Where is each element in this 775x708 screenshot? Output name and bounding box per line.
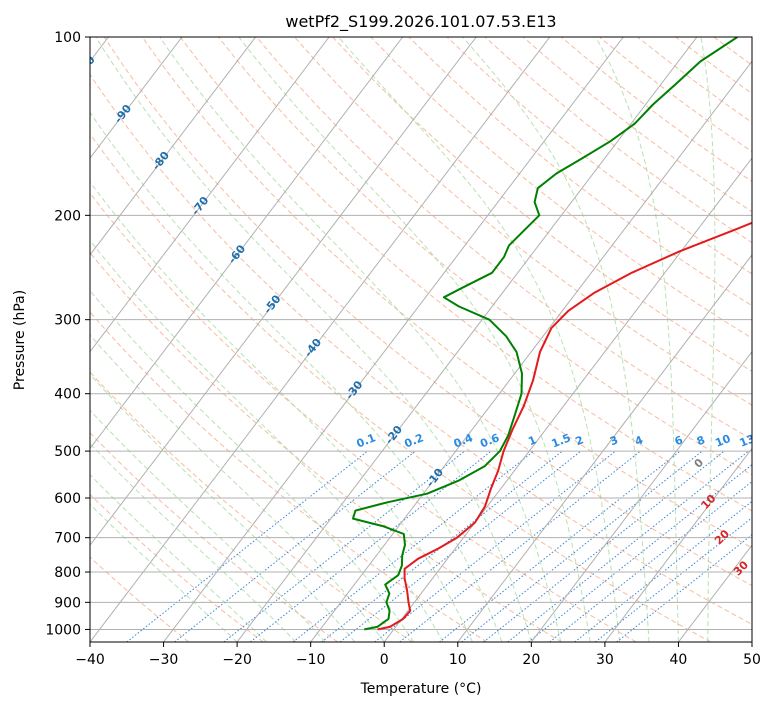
y-tick-label: 700 bbox=[54, 531, 81, 547]
isotherm-line bbox=[90, 37, 183, 159]
isotherm-line bbox=[457, 254, 752, 642]
mixing-ratio-line bbox=[374, 450, 616, 642]
y-tick-label: 200 bbox=[54, 208, 81, 224]
isobars bbox=[90, 37, 752, 630]
dry-adiabat-line bbox=[103, 37, 752, 587]
isotherm-line bbox=[90, 37, 404, 450]
y-tick-label: 500 bbox=[54, 444, 81, 460]
mixing-ratio-label: 8 bbox=[695, 433, 707, 448]
x-axis-label: Temperature (°C) bbox=[360, 681, 482, 697]
isotherm-line bbox=[604, 447, 752, 642]
plot-area: -100-90-80-70-60-50-40-30-20-100.10.20.4… bbox=[90, 37, 757, 642]
mixing-ratio-label: 13 bbox=[738, 432, 757, 450]
x-tick-label: −10 bbox=[296, 652, 326, 668]
dry-adiabat-line bbox=[90, 73, 752, 625]
moist-adiabat-line bbox=[90, 181, 473, 642]
moist-adiabats bbox=[90, 37, 716, 642]
moist-adiabat-line bbox=[90, 409, 326, 642]
moist-adiabat-line bbox=[90, 239, 444, 642]
dry-adiabat-line bbox=[256, 37, 752, 441]
mixing-ratio-line bbox=[439, 450, 681, 642]
y-tick-label: 400 bbox=[54, 387, 81, 403]
isotherm-line bbox=[163, 37, 624, 642]
mixing-ratio-line bbox=[461, 450, 703, 642]
x-tick-label: 40 bbox=[670, 652, 688, 668]
moist-adiabat-line bbox=[462, 37, 650, 642]
y-tick-label: 1000 bbox=[45, 622, 81, 638]
dry-adiabat-line bbox=[294, 37, 752, 406]
dry-adiabats bbox=[90, 37, 752, 642]
dry-adiabat-line bbox=[179, 37, 752, 512]
x-tick-label: −30 bbox=[149, 652, 179, 668]
x-axis-ticks: −40 −30 −20 −10 0 10 20 30 40 50 bbox=[75, 642, 761, 668]
mixing-ratio-label: 3 bbox=[608, 433, 620, 448]
mixing-ratio-line bbox=[339, 450, 582, 642]
x-tick-label: 20 bbox=[522, 652, 540, 668]
dry-adiabat-line bbox=[408, 37, 752, 307]
mixing-ratio-line bbox=[483, 450, 725, 642]
sounding-series bbox=[352, 37, 752, 631]
mixing-ratio-line bbox=[126, 450, 368, 642]
y-tick-label: 900 bbox=[54, 595, 81, 611]
isotherm-line bbox=[90, 37, 551, 642]
dry-adiabat-line bbox=[90, 192, 637, 642]
moist-adiabat-line bbox=[238, 37, 591, 642]
mixing-ratio-line bbox=[399, 450, 641, 642]
y-tick-label: 800 bbox=[54, 565, 81, 581]
x-tick-label: −20 bbox=[222, 652, 252, 668]
isotherm-line bbox=[530, 350, 752, 642]
dry-adiabat-line bbox=[90, 133, 712, 642]
moist-adiabat-line bbox=[90, 473, 267, 642]
dry-adiabat-line bbox=[90, 556, 190, 642]
moist-adiabat-line bbox=[90, 442, 297, 642]
mixing-ratio-line bbox=[549, 480, 752, 642]
mixing-ratio-line bbox=[528, 464, 752, 642]
moist-adiabat-line bbox=[700, 37, 716, 642]
dry-adiabat-line bbox=[90, 493, 264, 642]
mixing-ratio-line bbox=[223, 450, 465, 642]
y-tick-label: 100 bbox=[54, 30, 81, 46]
moist-adiabat-line bbox=[338, 37, 621, 642]
temperature-line bbox=[377, 221, 752, 631]
x-tick-label: 30 bbox=[596, 652, 614, 668]
moist-adiabat-line bbox=[595, 37, 679, 642]
isotherm-line bbox=[90, 37, 477, 547]
dry-adiabat-line bbox=[90, 311, 488, 642]
dewpoint-line bbox=[352, 37, 738, 631]
isotherm-line bbox=[236, 37, 698, 642]
y-tick-label: 600 bbox=[54, 491, 81, 507]
dry-adiabat-line bbox=[90, 251, 562, 642]
y-axis-label: Pressure (hPa) bbox=[12, 290, 28, 390]
y-tick-label: 300 bbox=[54, 313, 81, 329]
mixing-ratio-label: 10 bbox=[713, 432, 732, 450]
mixing-ratio-line bbox=[174, 450, 416, 642]
isotherm-line bbox=[90, 37, 330, 353]
mixing-ratio-line bbox=[321, 450, 563, 642]
isotherm-line bbox=[90, 37, 256, 256]
x-tick-label: 0 bbox=[380, 652, 389, 668]
mixing-ratio-label: 2 bbox=[573, 433, 585, 448]
x-tick-label: 10 bbox=[449, 652, 467, 668]
y-axis-ticks: 100 200 300 400 500 600 700 800 900 1000 bbox=[45, 30, 90, 638]
moist-adiabat-line bbox=[95, 37, 532, 642]
moist-adiabat-line bbox=[90, 373, 356, 642]
mixing-ratio-line bbox=[507, 450, 749, 642]
moist-adiabat-line bbox=[90, 111, 503, 642]
x-tick-label: −40 bbox=[75, 652, 105, 668]
x-tick-label: 50 bbox=[743, 652, 761, 668]
plot-frame bbox=[89, 36, 753, 643]
moist-adiabat-line bbox=[159, 37, 562, 642]
mixing-ratio-label: 1 bbox=[526, 433, 538, 448]
isotherm-line bbox=[383, 157, 752, 642]
chart-title: wetPf2_S199.2026.101.07.53.E13 bbox=[285, 12, 556, 32]
isotherms bbox=[90, 37, 752, 642]
isotherm-line bbox=[310, 60, 752, 642]
